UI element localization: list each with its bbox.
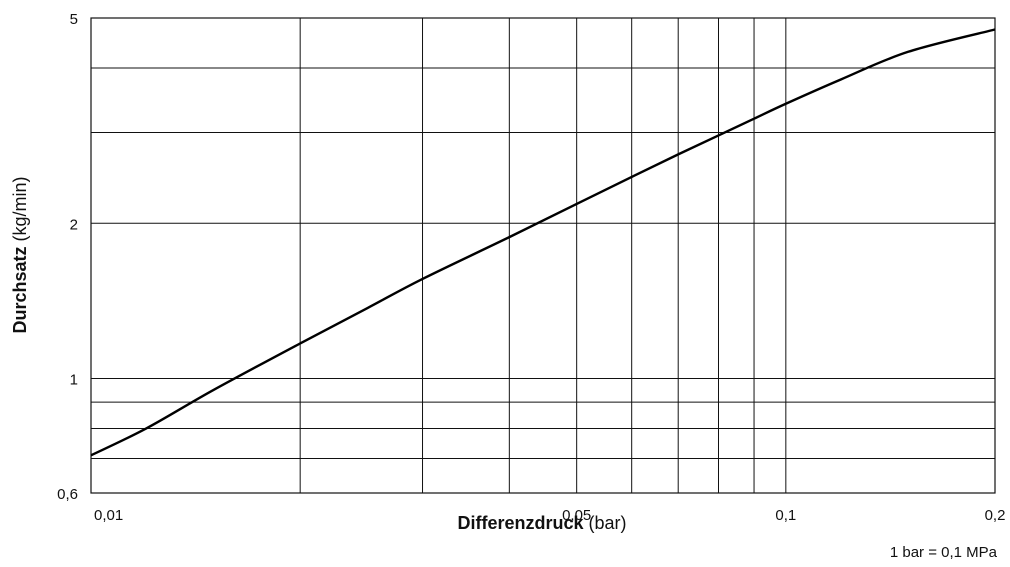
x-tick-label: 0,2 [985, 507, 1006, 524]
x-axis-title-unit: (bar) [589, 513, 627, 533]
grid [91, 18, 995, 493]
x-tick-label: 0,01 [94, 507, 123, 524]
y-tick-labels: 0,6 1 2 5 [57, 11, 78, 503]
x-axis-title-main: Differenzdruck [457, 513, 584, 533]
y-tick-label: 1 [70, 372, 78, 389]
y-tick-label: 0,6 [57, 486, 78, 503]
y-axis-title-unit: (kg/min) [10, 176, 30, 241]
x-tick-label: 0,1 [775, 507, 796, 524]
x-tick-labels: 0,01 0,05 0,1 0,2 [94, 507, 1005, 524]
y-axis-title: Durchsatz (kg/min) [10, 176, 30, 333]
unit-note: 1 bar = 0,1 MPa [890, 544, 998, 561]
x-axis-title: Differenzdruck (bar) [457, 513, 626, 533]
y-axis-title-main: Durchsatz [10, 247, 30, 334]
y-tick-label: 2 [70, 216, 78, 233]
plot-frame [90, 17, 996, 494]
y-tick-label: 5 [70, 11, 78, 28]
x-tick-label: 0,05 [562, 507, 591, 524]
flow-curve [90, 28, 996, 457]
